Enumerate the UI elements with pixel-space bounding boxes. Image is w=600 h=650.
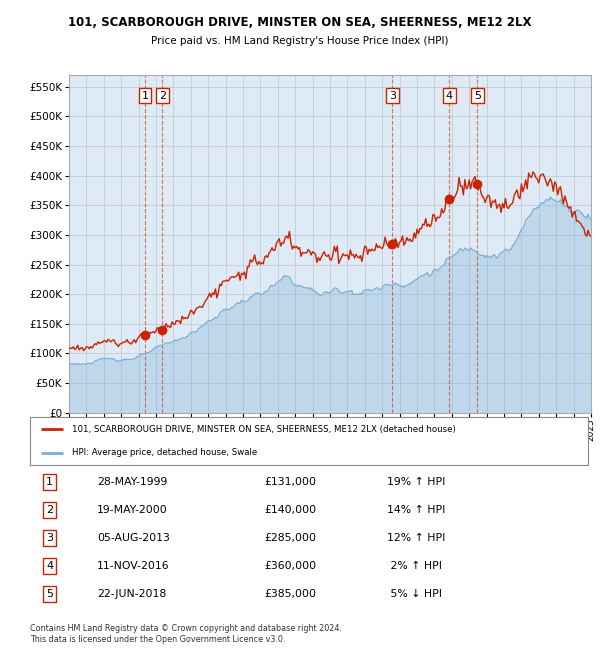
Text: £140,000: £140,000 [265,505,316,515]
Text: 3: 3 [389,90,396,101]
Text: £131,000: £131,000 [265,477,316,487]
Text: £285,000: £285,000 [265,533,316,543]
Text: £360,000: £360,000 [265,561,316,571]
Text: 101, SCARBOROUGH DRIVE, MINSTER ON SEA, SHEERNESS, ME12 2LX: 101, SCARBOROUGH DRIVE, MINSTER ON SEA, … [68,16,532,29]
Text: Contains HM Land Registry data © Crown copyright and database right 2024.
This d: Contains HM Land Registry data © Crown c… [30,624,342,644]
Text: 14% ↑ HPI: 14% ↑ HPI [387,505,445,515]
Text: 5% ↓ HPI: 5% ↓ HPI [387,589,442,599]
Text: Price paid vs. HM Land Registry's House Price Index (HPI): Price paid vs. HM Land Registry's House … [151,36,449,46]
Text: 5: 5 [46,589,53,599]
Text: 19% ↑ HPI: 19% ↑ HPI [387,477,445,487]
Text: HPI: Average price, detached house, Swale: HPI: Average price, detached house, Swal… [72,448,257,458]
Text: 12% ↑ HPI: 12% ↑ HPI [387,533,445,543]
Text: 5: 5 [474,90,481,101]
Text: 101, SCARBOROUGH DRIVE, MINSTER ON SEA, SHEERNESS, ME12 2LX (detached house): 101, SCARBOROUGH DRIVE, MINSTER ON SEA, … [72,424,455,434]
Text: 22-JUN-2018: 22-JUN-2018 [97,589,166,599]
Text: £385,000: £385,000 [265,589,316,599]
Text: 1: 1 [142,90,149,101]
Text: 2: 2 [46,505,53,515]
Text: 4: 4 [446,90,453,101]
Text: 3: 3 [46,533,53,543]
Text: 28-MAY-1999: 28-MAY-1999 [97,477,167,487]
Text: 2% ↑ HPI: 2% ↑ HPI [387,561,442,571]
Text: 05-AUG-2013: 05-AUG-2013 [97,533,170,543]
Text: 2: 2 [159,90,166,101]
Text: 1: 1 [46,477,53,487]
Text: 11-NOV-2016: 11-NOV-2016 [97,561,170,571]
Text: 19-MAY-2000: 19-MAY-2000 [97,505,168,515]
Text: 4: 4 [46,561,53,571]
